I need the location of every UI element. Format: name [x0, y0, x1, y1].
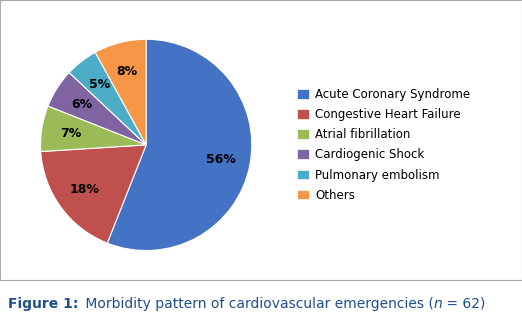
Text: 6%: 6%: [72, 98, 92, 111]
Text: 5%: 5%: [89, 78, 110, 91]
Text: 18%: 18%: [70, 183, 100, 196]
Wedge shape: [48, 72, 146, 145]
Wedge shape: [69, 52, 146, 145]
Wedge shape: [41, 106, 146, 152]
Wedge shape: [41, 145, 146, 243]
Text: 7%: 7%: [61, 127, 81, 139]
Text: Figure 1:: Figure 1:: [8, 297, 78, 310]
Text: Figure 1:: Figure 1:: [0, 321, 1, 322]
Wedge shape: [108, 39, 252, 251]
Text: n: n: [434, 297, 443, 310]
Text: 8%: 8%: [117, 65, 138, 78]
Text: Morbidity pattern of cardiovascular emergencies (: Morbidity pattern of cardiovascular emer…: [81, 297, 434, 310]
Text: Morbidity pattern of cardiovascular emergencies (: Morbidity pattern of cardiovascular emer…: [0, 321, 1, 322]
Text: 56%: 56%: [206, 153, 236, 166]
Text: n: n: [0, 321, 1, 322]
Wedge shape: [96, 39, 146, 145]
Legend: Acute Coronary Syndrome, Congestive Heart Failure, Atrial fibrillation, Cardioge: Acute Coronary Syndrome, Congestive Hear…: [298, 88, 470, 202]
Text: = 62): = 62): [443, 297, 486, 310]
